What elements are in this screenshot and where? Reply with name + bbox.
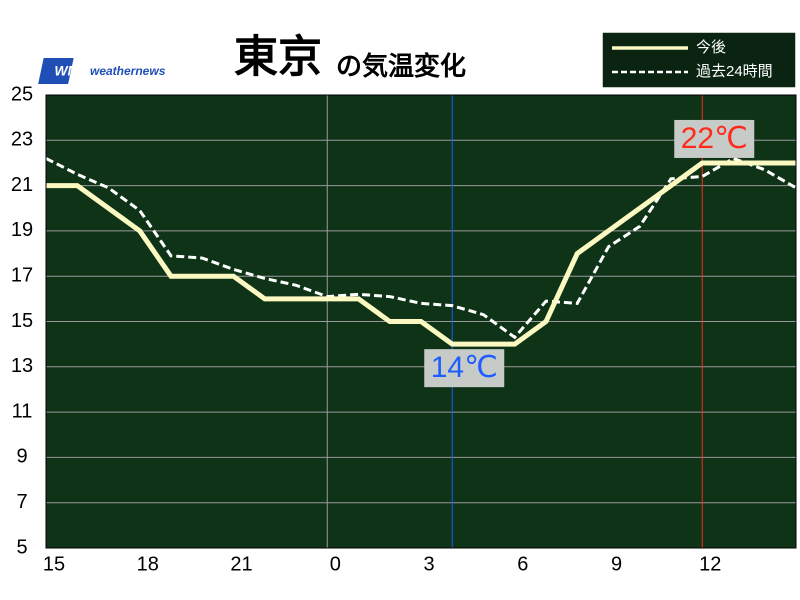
x-tick-label: 0 bbox=[330, 553, 341, 575]
y-tick-label: 17 bbox=[11, 264, 33, 286]
plot-border bbox=[45, 94, 797, 549]
series-line bbox=[45, 156, 797, 340]
y-tick-label: 19 bbox=[11, 219, 33, 241]
annotation-label: 14℃ bbox=[431, 351, 498, 384]
y-tick-label: 5 bbox=[16, 536, 27, 558]
legend-label: 過去24時間 bbox=[696, 63, 773, 80]
logo-text: weathernews bbox=[90, 64, 166, 78]
legend-box bbox=[601, 31, 797, 89]
chart-title: 東京 bbox=[234, 33, 322, 82]
logo-mark: WN bbox=[54, 63, 78, 79]
logo: WN weathernews bbox=[38, 58, 166, 84]
y-tick-label: 13 bbox=[11, 355, 33, 377]
series-line bbox=[46, 160, 796, 347]
annotation-box bbox=[424, 349, 505, 388]
annotation-label: 22℃ bbox=[681, 122, 748, 155]
x-tick-label: 15 bbox=[43, 553, 65, 575]
y-tick-label: 21 bbox=[11, 174, 33, 196]
y-tick-label: 25 bbox=[11, 83, 33, 105]
annotation-box bbox=[674, 119, 755, 158]
legend-label: 今後 bbox=[696, 39, 726, 56]
chart-subtitle: の気温変化 bbox=[336, 51, 466, 81]
y-tick-label: 23 bbox=[11, 129, 33, 151]
x-tick-label: 6 bbox=[517, 553, 528, 575]
x-tick-label: 18 bbox=[137, 553, 159, 575]
y-tick-label: 7 bbox=[16, 491, 27, 513]
logo-box bbox=[38, 58, 74, 84]
y-tick-label: 9 bbox=[16, 446, 27, 468]
x-tick-label: 12 bbox=[699, 553, 721, 575]
x-tick-label: 3 bbox=[423, 553, 434, 575]
y-tick-label: 11 bbox=[12, 400, 33, 422]
x-tick-label: 21 bbox=[230, 553, 252, 575]
x-tick-label: 9 bbox=[611, 553, 622, 575]
y-tick-label: 15 bbox=[11, 310, 33, 332]
